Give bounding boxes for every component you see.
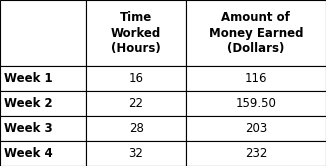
Bar xyxy=(86,66,186,91)
Bar xyxy=(0,116,86,141)
Bar xyxy=(0,0,86,66)
Bar xyxy=(186,141,326,166)
Bar xyxy=(186,66,326,91)
Bar xyxy=(186,116,326,141)
Bar xyxy=(186,0,326,66)
Text: Week 3: Week 3 xyxy=(4,122,52,135)
Text: 203: 203 xyxy=(245,122,267,135)
Bar xyxy=(86,91,186,116)
Text: 16: 16 xyxy=(128,72,144,85)
Bar xyxy=(0,141,86,166)
Text: 28: 28 xyxy=(129,122,143,135)
Text: 22: 22 xyxy=(128,97,144,110)
Text: Week 4: Week 4 xyxy=(4,147,53,160)
Text: 232: 232 xyxy=(245,147,267,160)
Bar xyxy=(186,91,326,116)
Bar xyxy=(86,116,186,141)
Text: Week 2: Week 2 xyxy=(4,97,52,110)
Text: Amount of
Money Earned
(Dollars): Amount of Money Earned (Dollars) xyxy=(209,11,303,55)
Text: 32: 32 xyxy=(129,147,143,160)
Bar xyxy=(0,66,86,91)
Text: 116: 116 xyxy=(244,72,267,85)
Bar xyxy=(86,141,186,166)
Bar xyxy=(86,0,186,66)
Text: Time
Worked
(Hours): Time Worked (Hours) xyxy=(111,11,161,55)
Bar xyxy=(0,91,86,116)
Text: 159.50: 159.50 xyxy=(235,97,276,110)
Text: Week 1: Week 1 xyxy=(4,72,52,85)
